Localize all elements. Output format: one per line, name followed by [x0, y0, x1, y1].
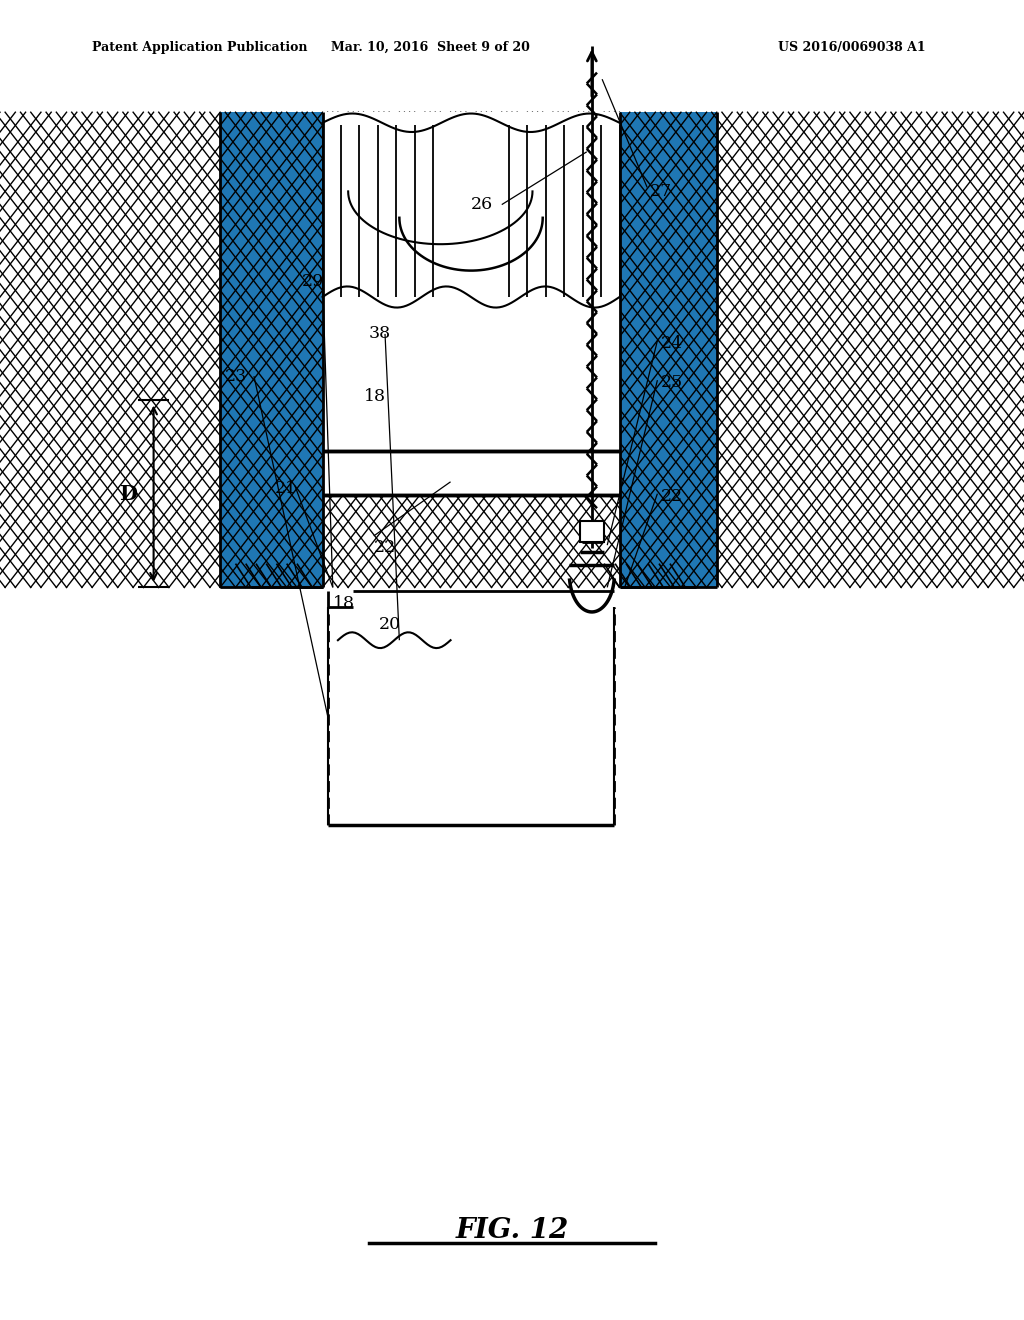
Text: 18: 18 — [364, 388, 385, 404]
Text: 26: 26 — [471, 197, 494, 213]
Text: 21: 21 — [274, 480, 297, 496]
Text: 38: 38 — [369, 326, 391, 342]
Text: 24: 24 — [660, 335, 683, 351]
Bar — [323, 112, 620, 451]
Bar — [323, 451, 620, 495]
Bar — [620, 112, 717, 587]
Text: 23: 23 — [225, 368, 248, 384]
Bar — [580, 520, 604, 541]
Text: 22: 22 — [374, 540, 396, 556]
Text: US 2016/0069038 A1: US 2016/0069038 A1 — [778, 41, 926, 54]
Text: 27: 27 — [650, 183, 673, 199]
Text: 18: 18 — [333, 595, 354, 611]
Text: Patent Application Publication: Patent Application Publication — [92, 41, 307, 54]
Bar — [220, 112, 323, 587]
Bar — [620, 112, 717, 587]
Bar — [333, 132, 527, 290]
Text: 29: 29 — [302, 273, 325, 289]
Bar — [220, 112, 323, 587]
Text: 25: 25 — [660, 375, 683, 391]
Text: 22: 22 — [660, 488, 683, 504]
Text: D: D — [119, 483, 137, 504]
Text: 20: 20 — [379, 616, 401, 632]
Text: FIG. 12: FIG. 12 — [456, 1217, 568, 1243]
Text: Mar. 10, 2016  Sheet 9 of 20: Mar. 10, 2016 Sheet 9 of 20 — [331, 41, 529, 54]
